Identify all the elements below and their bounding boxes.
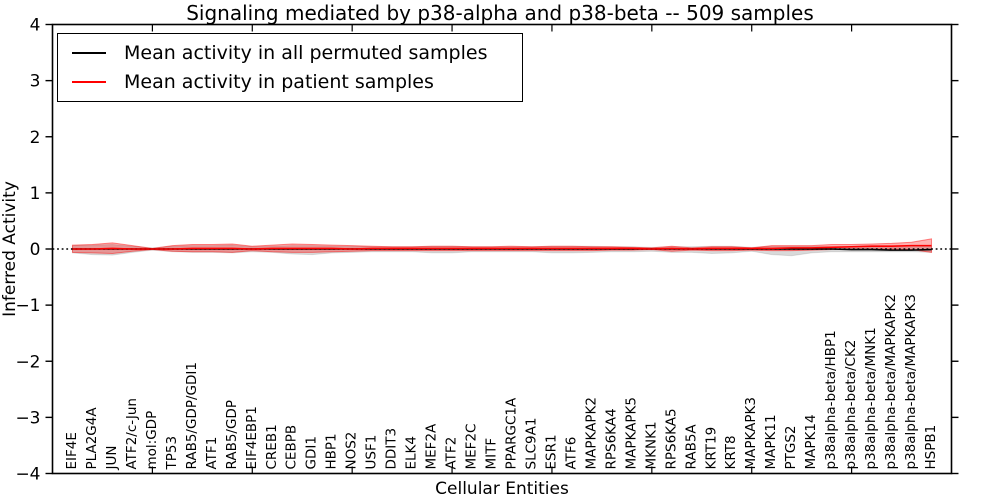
category-label: MITF [484, 438, 500, 470]
y-tick-label: −3 [15, 408, 40, 428]
category-label: MAPKAPK5 [623, 397, 639, 469]
category-label: p38alpha-beta/CK2 [843, 340, 859, 470]
category-label: CREB1 [264, 424, 280, 469]
category-label: ESR1 [543, 434, 559, 469]
category-label: NOS2 [344, 432, 360, 470]
category-label: GDI1 [304, 436, 320, 469]
category-label: ELK4 [404, 436, 420, 470]
patient-line-sample-icon [72, 81, 106, 83]
category-label: ATF2/c-Jun [124, 398, 140, 469]
category-label: MEF2C [464, 424, 480, 470]
y-axis-label: Inferred Activity [0, 181, 20, 317]
category-label: RAB5/GDP [224, 400, 240, 469]
y-tick-label: 3 [30, 72, 41, 92]
y-tick-label: 1 [30, 184, 41, 204]
legend-item-patient: Mean activity in patient samples [72, 70, 514, 94]
y-tick-label: 2 [30, 128, 41, 148]
chart-title: Signaling mediated by p38-alpha and p38-… [186, 1, 814, 25]
category-label: HSPB1 [923, 425, 939, 470]
y-tick-label: −1 [15, 296, 40, 316]
category-label: DDIT3 [384, 428, 400, 470]
category-label: MAPKAPK2 [583, 397, 599, 469]
category-label: ATF2 [444, 437, 460, 470]
y-tick-label: −4 [15, 465, 40, 485]
y-tick-label: 4 [30, 16, 41, 36]
category-label: p38alpha-beta/MNK1 [863, 327, 879, 469]
category-label: PLA2G4A [84, 407, 100, 470]
category-label: PTGS2 [783, 425, 799, 469]
category-label: RAB5/GDP/GDI1 [184, 362, 200, 469]
category-label: MAPKAPK3 [743, 397, 759, 469]
x-axis-label: Cellular Entities [435, 479, 569, 499]
category-label: p38alpha-beta/MAPKAPK3 [903, 294, 919, 470]
category-label: EIF4E [64, 432, 80, 469]
category-label: MKNK1 [643, 421, 659, 469]
category-label: MEF2A [424, 423, 440, 470]
patient-band [71, 238, 933, 254]
category-label: ATF6 [563, 437, 579, 470]
legend-label-patient: Mean activity in patient samples [124, 71, 434, 93]
category-label: p38alpha-beta/HBP1 [823, 330, 839, 469]
category-label: PPARGC1A [503, 397, 519, 470]
legend: Mean activity in all permuted samples Me… [57, 33, 523, 102]
category-label: JUN [104, 446, 120, 471]
category-label: RAB5A [683, 424, 699, 470]
category-label: USF1 [364, 435, 380, 470]
category-label: KRT19 [703, 427, 719, 470]
y-tick-label: 0 [30, 240, 41, 260]
category-label: ATF1 [204, 437, 220, 470]
permuted-band [71, 244, 933, 257]
category-label: RPS6KA5 [663, 408, 679, 469]
category-label: MAPK11 [763, 414, 779, 469]
category-label: p38alpha-beta/MAPKAPK2 [883, 294, 899, 470]
category-label: HBP1 [324, 433, 340, 469]
category-label: KRT8 [723, 435, 739, 469]
category-label: EIF4EBP1 [244, 406, 260, 469]
category-label: MAPK14 [803, 414, 819, 469]
patient-mean-line [72, 244, 932, 250]
category-label: mol:GDP [144, 411, 160, 470]
category-label: TP53 [164, 436, 180, 471]
y-tick-label: −2 [15, 352, 40, 372]
category-label: SLC9A1 [523, 418, 539, 470]
legend-item-permuted: Mean activity in all permuted samples [72, 41, 514, 65]
category-label: CEBPB [284, 425, 300, 470]
permuted-line-sample-icon [72, 52, 106, 54]
category-label: RPS6KA4 [603, 408, 619, 469]
legend-label-permuted: Mean activity in all permuted samples [124, 42, 488, 64]
